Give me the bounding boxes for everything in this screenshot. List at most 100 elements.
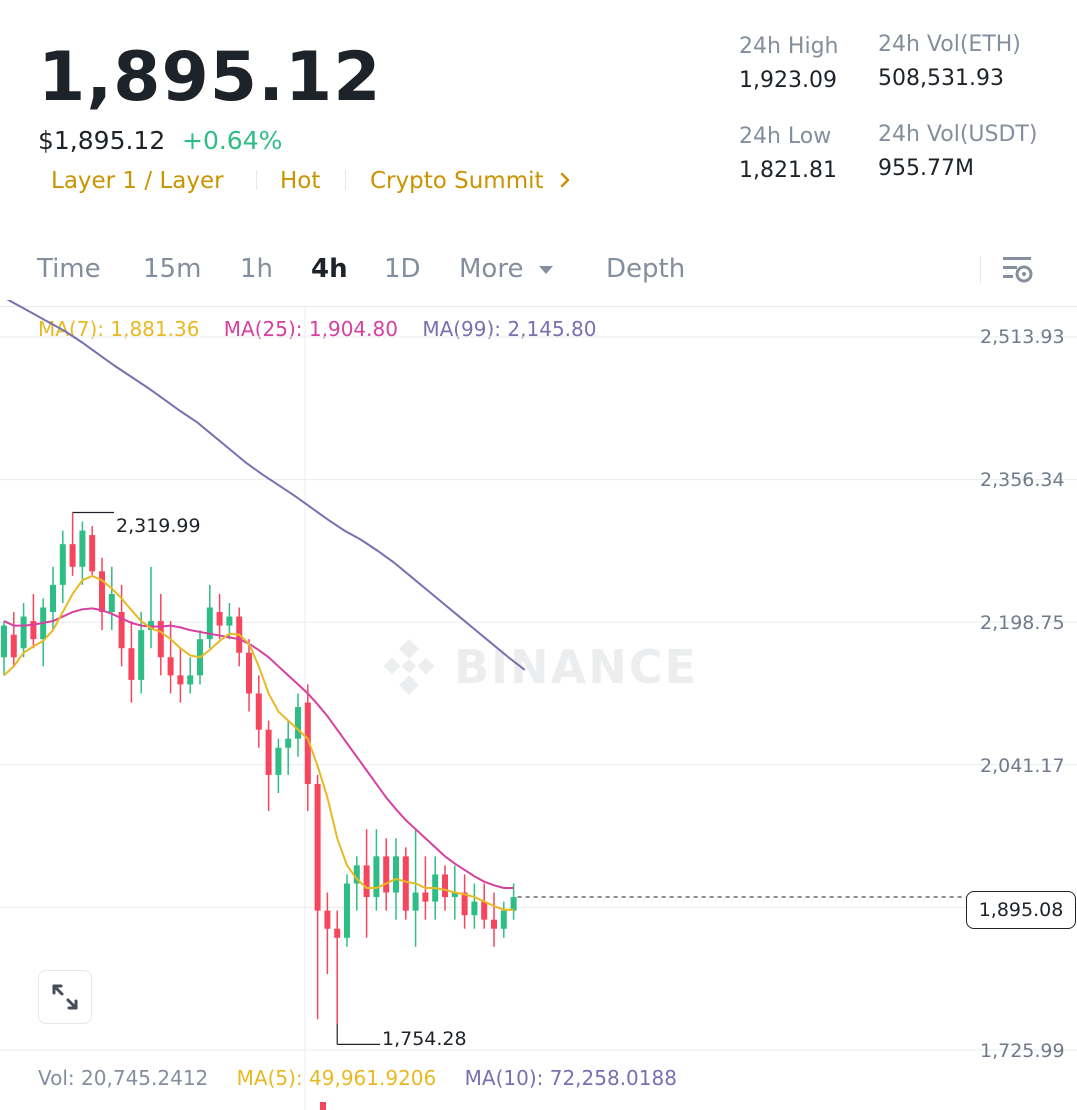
y-tick-label: 2,041.17: [980, 755, 1065, 777]
candle-body: [206, 607, 213, 640]
candle-body: [69, 544, 76, 567]
usd-price: $1,895.12: [38, 126, 166, 155]
candle-body: [304, 702, 311, 784]
tab-4h[interactable]: 4h: [311, 254, 348, 284]
stat-vol-usdt-value: 955.77M: [878, 156, 974, 181]
y-tick-label: 2,198.75: [980, 612, 1065, 634]
chart-top-divider: [0, 306, 1077, 307]
tab-time[interactable]: Time: [37, 254, 101, 284]
candle-body: [157, 621, 164, 658]
candle-body: [402, 856, 409, 911]
candle-body: [422, 892, 429, 902]
tab-divider: [980, 256, 981, 284]
candle-body: [461, 892, 468, 916]
y-tick-label: 2,356.34: [980, 469, 1065, 491]
candle-body: [10, 634, 17, 658]
candle-body: [1, 625, 7, 658]
price-change: +0.64%: [182, 126, 283, 155]
volume-bar: [320, 1102, 326, 1110]
candle-body: [59, 544, 66, 585]
candle-body: [265, 729, 272, 775]
vol-ma10-label: MA(10):: [464, 1066, 550, 1090]
stat-vol-eth-label: 24h Vol(ETH): [878, 32, 1021, 57]
candle-body: [451, 892, 458, 898]
high-marker-label: 2,319.99: [116, 515, 201, 537]
candle-body: [30, 621, 37, 640]
candle-body: [334, 928, 341, 938]
candle-body: [393, 856, 399, 893]
candle-body: [314, 783, 321, 911]
candle-body: [442, 874, 448, 898]
ma99-line: [6, 300, 526, 671]
volume-legend: Vol: 20,745.2412 MA(5): 49,961.9206 MA(1…: [38, 1066, 677, 1090]
ma25-line: [3, 607, 514, 890]
expand-button[interactable]: [38, 970, 92, 1024]
stat-vol-usdt-label: 24h Vol(USDT): [878, 122, 1038, 147]
y-tick-label: 2,513.93: [980, 326, 1065, 348]
candle-body: [138, 630, 145, 680]
stat-high-label: 24h High: [739, 34, 839, 59]
candle-body: [373, 856, 380, 898]
candle-body: [99, 571, 105, 613]
candlestick-chart[interactable]: [0, 300, 1077, 1110]
candle-body: [491, 919, 497, 929]
vol-ma5-label: MA(5):: [236, 1066, 310, 1090]
low-marker-label: 1,754.28: [382, 1028, 467, 1050]
candle-body: [383, 856, 390, 893]
stat-low-value: 1,821.81: [739, 158, 837, 183]
y-tick-label: 1,725.99: [980, 1040, 1065, 1062]
candle-body: [20, 616, 27, 649]
tag-layer1[interactable]: Layer 1 / Layer: [51, 168, 224, 194]
candle-body: [324, 910, 331, 929]
vol-ma10-value: 72,258.0188: [549, 1066, 677, 1090]
candle-body: [89, 535, 96, 572]
candle-body: [353, 865, 360, 884]
candle-body: [255, 693, 262, 730]
stat-high-value: 1,923.09: [739, 68, 837, 93]
stat-low-label: 24h Low: [739, 124, 832, 149]
candle-body: [187, 675, 194, 685]
binance-logo-icon: [383, 639, 435, 695]
candle-body: [471, 901, 478, 916]
candle-body: [118, 612, 125, 649]
vol-ma5-value: 49,961.9206: [309, 1066, 437, 1090]
candle-body: [246, 652, 252, 694]
chart-settings-icon[interactable]: [1001, 255, 1035, 285]
candle-body: [216, 612, 223, 626]
tab-more[interactable]: More: [459, 254, 524, 284]
expand-icon: [52, 984, 78, 1010]
stat-vol-eth-value: 508,531.93: [878, 66, 1004, 91]
tab-1d[interactable]: 1D: [384, 254, 421, 284]
tag-hot[interactable]: Hot: [280, 168, 321, 194]
candle-body: [481, 901, 488, 920]
current-price-label: 1,895.08: [966, 891, 1076, 929]
candle-body: [275, 747, 282, 775]
tab-15m[interactable]: 15m: [143, 254, 202, 284]
tab-1h[interactable]: 1h: [240, 254, 274, 284]
tag-separator: [345, 170, 346, 190]
candle-body: [50, 584, 56, 613]
candle-body: [128, 648, 135, 680]
candle-body: [500, 910, 507, 929]
candle-body: [167, 657, 174, 676]
tab-depth[interactable]: Depth: [606, 254, 686, 284]
chevron-right-icon[interactable]: [555, 170, 575, 190]
watermark: BINANCE: [380, 638, 698, 696]
ma7-line: [3, 574, 514, 911]
candle-body: [510, 897, 517, 911]
candle-body: [344, 883, 350, 938]
tag-separator: [256, 170, 257, 190]
vol-label: Vol:: [38, 1066, 82, 1090]
candle-body: [412, 892, 419, 911]
caret-down-icon[interactable]: [537, 262, 555, 276]
candle-body: [177, 675, 184, 685]
vol-value: 20,745.2412: [81, 1066, 209, 1090]
tag-crypto-summit[interactable]: Crypto Summit: [370, 168, 544, 194]
candle-body: [226, 616, 233, 626]
candle-body: [79, 530, 86, 567]
last-price: 1,895.12: [38, 38, 382, 117]
candle-body: [285, 738, 292, 748]
candle-body: [108, 593, 115, 613]
candle-body: [363, 865, 370, 898]
candle-body: [295, 707, 301, 739]
